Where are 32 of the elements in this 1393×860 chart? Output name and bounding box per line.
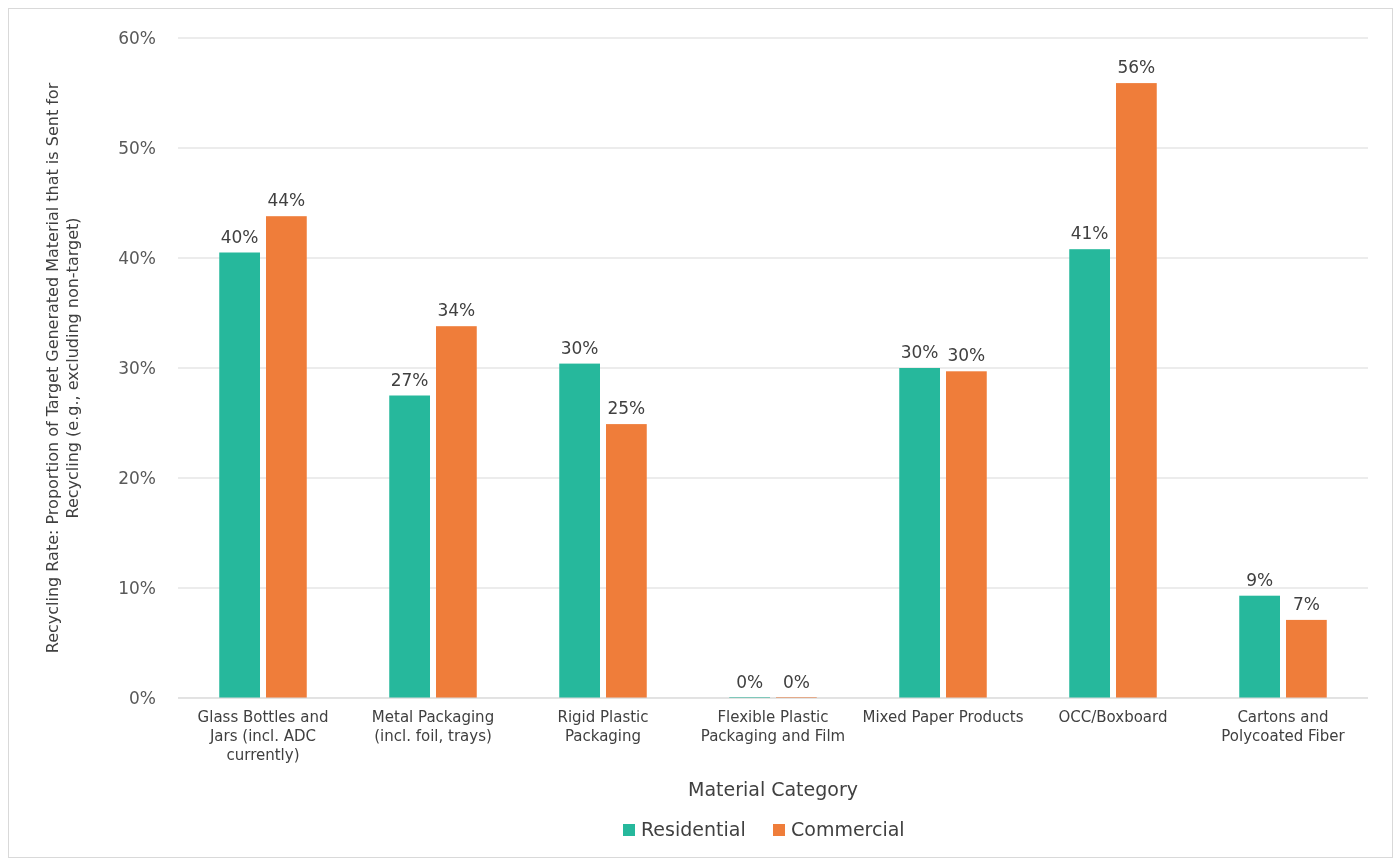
x-tick-label: Glass Bottles and Jars (incl. ADC currently) bbox=[197, 708, 329, 764]
y-axis-title: Recycling Rate: Proportion of Target Generated Material that is Sent for Recycling (e.g., excluding non-target) bbox=[43, 82, 82, 654]
data-label: 9% bbox=[1246, 569, 1274, 590]
data-label: 44% bbox=[267, 190, 306, 211]
data-label: 7% bbox=[1292, 593, 1320, 614]
data-label: 0% bbox=[736, 672, 764, 692]
x-axis-title: Material Category bbox=[687, 778, 859, 800]
y-tick-label: 50% bbox=[118, 137, 156, 158]
data-label: 34% bbox=[437, 300, 476, 321]
data-label: 40% bbox=[220, 226, 259, 247]
y-tick-label: 40% bbox=[118, 247, 156, 268]
x-tick-label: Mixed Paper Products bbox=[862, 708, 1024, 726]
y-tick-label: 60% bbox=[118, 27, 156, 48]
x-tick-label: Cartons and Polycoated Fiber bbox=[1221, 708, 1346, 745]
x-tick-label: OCC/Boxboard bbox=[1058, 708, 1168, 726]
x-tick-label: Rigid Plastic Packaging bbox=[557, 708, 649, 745]
legend-label: Residential bbox=[641, 818, 746, 840]
data-label: 30% bbox=[947, 345, 986, 366]
data-label: 56% bbox=[1117, 57, 1156, 78]
x-tick-label: Metal Packaging (incl. foil, trays) bbox=[371, 708, 495, 745]
y-tick-label: 0% bbox=[129, 687, 156, 708]
data-label: 25% bbox=[607, 398, 646, 419]
data-label: 0% bbox=[782, 672, 810, 692]
data-label: 30% bbox=[560, 337, 599, 358]
y-tick-label: 10% bbox=[118, 577, 156, 598]
x-tick-label: Flexible Plastic Packaging and Film bbox=[700, 708, 846, 745]
y-tick-label: 20% bbox=[118, 467, 156, 488]
data-label: 30% bbox=[900, 342, 939, 362]
data-label: 41% bbox=[1070, 223, 1109, 244]
y-tick-label: 30% bbox=[118, 357, 156, 378]
data-label: 27% bbox=[390, 369, 429, 390]
legend-label: Commercial bbox=[791, 818, 905, 840]
